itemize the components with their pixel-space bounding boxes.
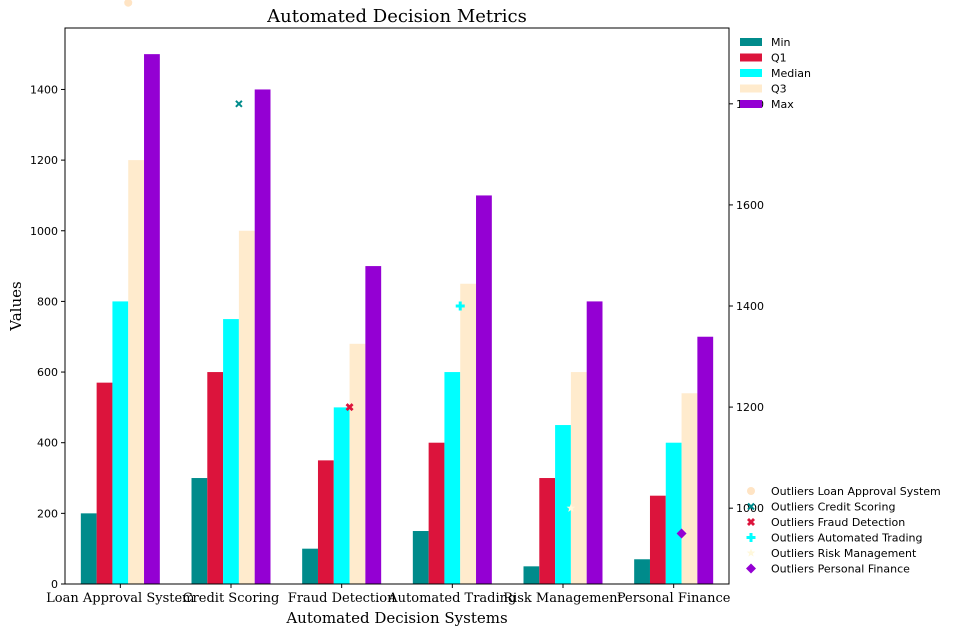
- legend-label: Q1: [771, 52, 787, 65]
- legend-outlier-marker: [746, 563, 756, 574]
- legend-label: Outliers Fraud Detection: [771, 516, 905, 529]
- bar-median-1: [223, 319, 239, 584]
- bar-q1-0: [96, 382, 113, 584]
- outlier-point-shape: [676, 528, 687, 539]
- bar-q1-5: [649, 495, 666, 584]
- x-tick-label: Risk Management: [503, 591, 623, 606]
- legend-label: Median: [771, 67, 811, 80]
- legend-outlier-marker-shape: [746, 563, 756, 574]
- x-tick-label: Credit Scoring: [183, 591, 280, 606]
- legend-label: Outliers Personal Finance: [771, 563, 910, 576]
- legend-swatch-median: [740, 69, 762, 77]
- bar-q3-3: [460, 283, 477, 584]
- outlier-point: [455, 301, 465, 311]
- bar-q1-1: [207, 372, 224, 584]
- bar-q1-2: [317, 460, 334, 584]
- bar-min-5: [634, 559, 650, 584]
- y-tick-label: 1200: [30, 154, 58, 167]
- bar-q3-1: [238, 230, 255, 584]
- chart-title: Automated Decision Metrics: [266, 6, 527, 27]
- legend-outlier-marker-shape: [747, 487, 755, 495]
- bar-max-1: [254, 89, 271, 585]
- y-tick-label: 600: [37, 366, 58, 379]
- legend-swatch-min: [740, 38, 762, 46]
- bar-max-2: [365, 266, 382, 584]
- outliers-group: [124, 0, 687, 539]
- bar-min-2: [302, 548, 318, 584]
- y2-tick-label: 1400: [736, 300, 764, 313]
- outlier-point: [124, 0, 133, 7]
- bar-q3-2: [349, 343, 366, 584]
- bar-min-0: [80, 513, 97, 584]
- bar-min-1: [191, 478, 208, 584]
- legend-outlier-marker: [747, 487, 755, 495]
- legend-outlier-marker: [747, 518, 755, 526]
- bar-min-4: [523, 566, 540, 584]
- bar-max-0: [144, 54, 160, 584]
- x-tick-label: Fraud Detection: [288, 591, 396, 606]
- legend-outlier-marker: [746, 533, 756, 542]
- bar-median-5: [665, 442, 682, 584]
- legend-swatch-q1: [740, 53, 762, 62]
- bar-q1-4: [539, 478, 556, 584]
- outlier-point: [566, 503, 576, 512]
- y-axis-label: Values: [7, 281, 25, 331]
- y-tick-label: 1000: [30, 225, 58, 238]
- outlier-point: [345, 403, 354, 412]
- legend-swatch-max: [740, 100, 762, 108]
- legend-outlier-marker-shape: [746, 548, 756, 557]
- bar-q3-4: [570, 372, 587, 584]
- y-tick-label: 200: [37, 507, 58, 520]
- outlier-point-shape: [235, 100, 243, 108]
- bar-max-5: [697, 336, 714, 584]
- plot-frame: [64, 27, 730, 585]
- outlier-point-shape: [455, 301, 465, 311]
- bar-q3-5: [681, 393, 698, 584]
- bar-q3-0: [128, 160, 145, 585]
- legend-outlier-marker: [746, 548, 756, 557]
- series-legend: Min Q1 Median Q3 Max: [740, 36, 811, 111]
- x-tick-label: Automated Trading: [387, 591, 516, 606]
- y-tick-label: 800: [37, 295, 58, 308]
- legend-label: Min: [771, 36, 791, 49]
- outlier-point-shape: [124, 0, 133, 7]
- bar-min-3: [412, 531, 429, 584]
- bar-median-4: [555, 425, 571, 584]
- outlier-point-shape: [345, 403, 354, 412]
- outlier-point-shape: [566, 503, 576, 512]
- y2-tick-label: 1600: [736, 199, 764, 212]
- outlier-point: [235, 100, 243, 108]
- bar-max-4: [586, 301, 603, 584]
- legend-label: Max: [771, 98, 794, 111]
- legend-label: Outliers Risk Management: [771, 547, 917, 560]
- x-tick-label: Personal Finance: [617, 591, 731, 606]
- legend-outlier-marker: [747, 502, 755, 511]
- bar-median-0: [112, 301, 129, 584]
- legend-label: Outliers Credit Scoring: [771, 501, 895, 514]
- bar-median-3: [444, 372, 461, 584]
- legend-swatch-q3: [740, 84, 762, 93]
- bar-q1-3: [428, 442, 445, 584]
- x-axis-label: Automated Decision Systems: [285, 609, 507, 627]
- x-tick-label: Loan Approval System: [46, 591, 194, 606]
- outlier-point: [676, 528, 687, 539]
- legend-label: Q3: [771, 83, 787, 96]
- legend-label: Outliers Automated Trading: [771, 532, 923, 545]
- outlier-legend: Outliers Loan Approval System Outliers Cr…: [746, 485, 941, 576]
- bar-max-3: [476, 195, 492, 584]
- y-tick-label: 400: [37, 437, 58, 450]
- y-tick-label: 1400: [30, 83, 58, 96]
- legend-outlier-marker-shape: [746, 533, 756, 542]
- y-tick-label: 0: [51, 578, 58, 591]
- bar-median-2: [333, 407, 350, 584]
- legend-label: Outliers Loan Approval System: [771, 485, 941, 498]
- legend-outlier-marker-shape: [747, 502, 755, 511]
- y2-tick-label: 1200: [736, 401, 764, 414]
- bars-group: [80, 54, 714, 585]
- legend-outlier-marker-shape: [747, 518, 755, 526]
